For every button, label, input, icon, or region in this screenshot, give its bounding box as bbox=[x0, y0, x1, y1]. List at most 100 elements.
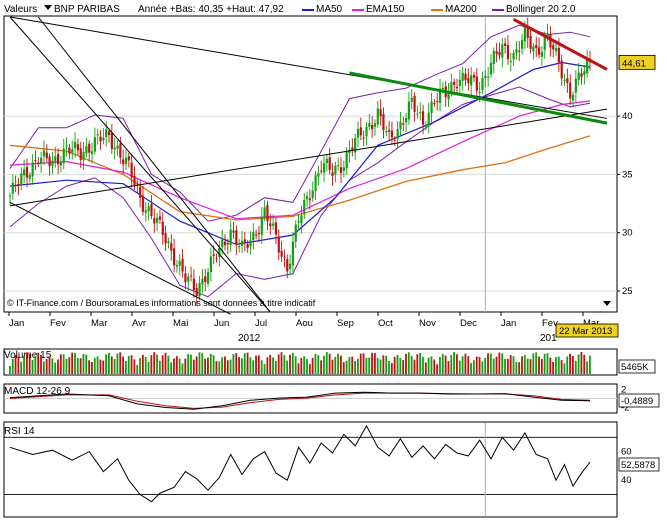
candle-body bbox=[51, 160, 54, 166]
volume-bar bbox=[260, 360, 263, 374]
volume-bar bbox=[557, 356, 560, 374]
candle-body bbox=[246, 244, 249, 248]
candle-body bbox=[113, 147, 116, 150]
volume-bar bbox=[439, 357, 441, 374]
legend-ma200: MA200 bbox=[445, 4, 477, 15]
volume-bar bbox=[125, 360, 127, 374]
candle-body bbox=[175, 265, 179, 267]
volume-bar bbox=[204, 358, 207, 374]
candle-body bbox=[535, 45, 538, 48]
volume-bar bbox=[266, 357, 269, 374]
month-label: Jan bbox=[501, 318, 516, 329]
candle-body bbox=[28, 175, 31, 179]
month-label: Fev bbox=[542, 318, 558, 329]
candle-body bbox=[23, 169, 26, 176]
volume-bar bbox=[122, 356, 124, 374]
volume-bar bbox=[20, 361, 23, 374]
candle-body bbox=[82, 151, 85, 161]
volume-bar bbox=[331, 359, 334, 374]
volume-bar bbox=[489, 353, 492, 374]
volume-bar bbox=[229, 359, 232, 374]
candle-body bbox=[334, 165, 337, 175]
candle-body bbox=[509, 61, 512, 63]
volume-bar bbox=[359, 353, 362, 374]
volume-badge: 5465K bbox=[618, 359, 656, 374]
candle-body bbox=[407, 101, 411, 120]
volume-bar bbox=[518, 362, 521, 374]
volume-bar bbox=[535, 352, 538, 374]
volume-bar bbox=[396, 354, 399, 374]
bollinger-lower bbox=[9, 86, 591, 298]
volume-bar bbox=[555, 357, 557, 374]
candle-body bbox=[376, 108, 379, 125]
volume-bar bbox=[297, 363, 300, 374]
candle-body bbox=[209, 256, 212, 273]
volume-bar bbox=[31, 359, 34, 374]
volume-bar bbox=[9, 366, 11, 374]
volume-bar bbox=[325, 352, 328, 374]
macd-lines bbox=[4, 391, 617, 410]
volume-bar bbox=[407, 352, 410, 374]
volume-bar bbox=[257, 355, 260, 374]
candle-body bbox=[501, 44, 504, 58]
candle-body bbox=[447, 92, 450, 100]
candle-body bbox=[303, 200, 306, 215]
candle-body bbox=[124, 157, 128, 165]
candle-body bbox=[229, 229, 232, 246]
volume-bar bbox=[184, 358, 187, 374]
volume-bar bbox=[76, 358, 79, 374]
candle-body bbox=[54, 156, 57, 163]
volume-bar bbox=[269, 354, 272, 374]
year-range: Année +Bas: 40,35 +Haut: 47,92 bbox=[138, 4, 284, 15]
volume-bar bbox=[226, 360, 229, 374]
candle-body bbox=[419, 112, 422, 114]
candle-body bbox=[362, 137, 365, 139]
volume-bar bbox=[464, 353, 467, 374]
volume-bar bbox=[484, 357, 487, 374]
volume-bar bbox=[156, 354, 158, 374]
rsi-axis: 60 40 bbox=[621, 447, 632, 487]
rsi-tick-label: 40 bbox=[621, 475, 632, 486]
valeurs-label[interactable]: Valeurs bbox=[4, 4, 37, 15]
volume-bar bbox=[54, 362, 57, 374]
volume-bar bbox=[96, 356, 99, 374]
volume-bar bbox=[113, 359, 116, 374]
candle-body bbox=[410, 97, 413, 102]
candle-body bbox=[238, 246, 241, 248]
candle-body bbox=[506, 44, 510, 60]
candle-body bbox=[308, 198, 312, 201]
volume-bar bbox=[402, 360, 405, 374]
volume-bar bbox=[130, 355, 133, 374]
volume-bar bbox=[34, 355, 37, 374]
volume-bar bbox=[540, 358, 543, 374]
last-price-badge: 44,61 bbox=[618, 54, 656, 70]
candle-body bbox=[484, 75, 487, 78]
legend-ema150: EMA150 bbox=[366, 4, 405, 15]
price-panel-frame bbox=[3, 15, 618, 313]
macd-line bbox=[9, 391, 591, 410]
month-label: Oct bbox=[378, 318, 393, 329]
candle-body bbox=[586, 59, 589, 74]
rsi-badge: 52,5878 bbox=[618, 457, 660, 472]
volume-bar bbox=[272, 357, 274, 374]
candle-body bbox=[424, 126, 428, 128]
volume-bar bbox=[232, 353, 235, 374]
volume-bar bbox=[181, 363, 184, 374]
candle-body bbox=[14, 185, 17, 187]
trendline-black bbox=[9, 16, 271, 313]
candle-body bbox=[274, 222, 278, 235]
volume-bar bbox=[478, 357, 481, 374]
candle-body bbox=[181, 258, 184, 272]
volume-bar bbox=[294, 356, 297, 374]
volume-bar bbox=[498, 352, 501, 374]
candle-body bbox=[379, 109, 382, 117]
volume-value: 5465K bbox=[621, 362, 649, 373]
candle-body bbox=[557, 47, 560, 63]
volume-bar bbox=[467, 356, 470, 374]
candle-body bbox=[266, 205, 269, 222]
candle-body bbox=[277, 236, 280, 253]
trendlines bbox=[9, 16, 608, 315]
volume-bar bbox=[249, 357, 252, 374]
scroll-down-icon[interactable] bbox=[603, 301, 611, 306]
volume-bar bbox=[116, 353, 119, 374]
